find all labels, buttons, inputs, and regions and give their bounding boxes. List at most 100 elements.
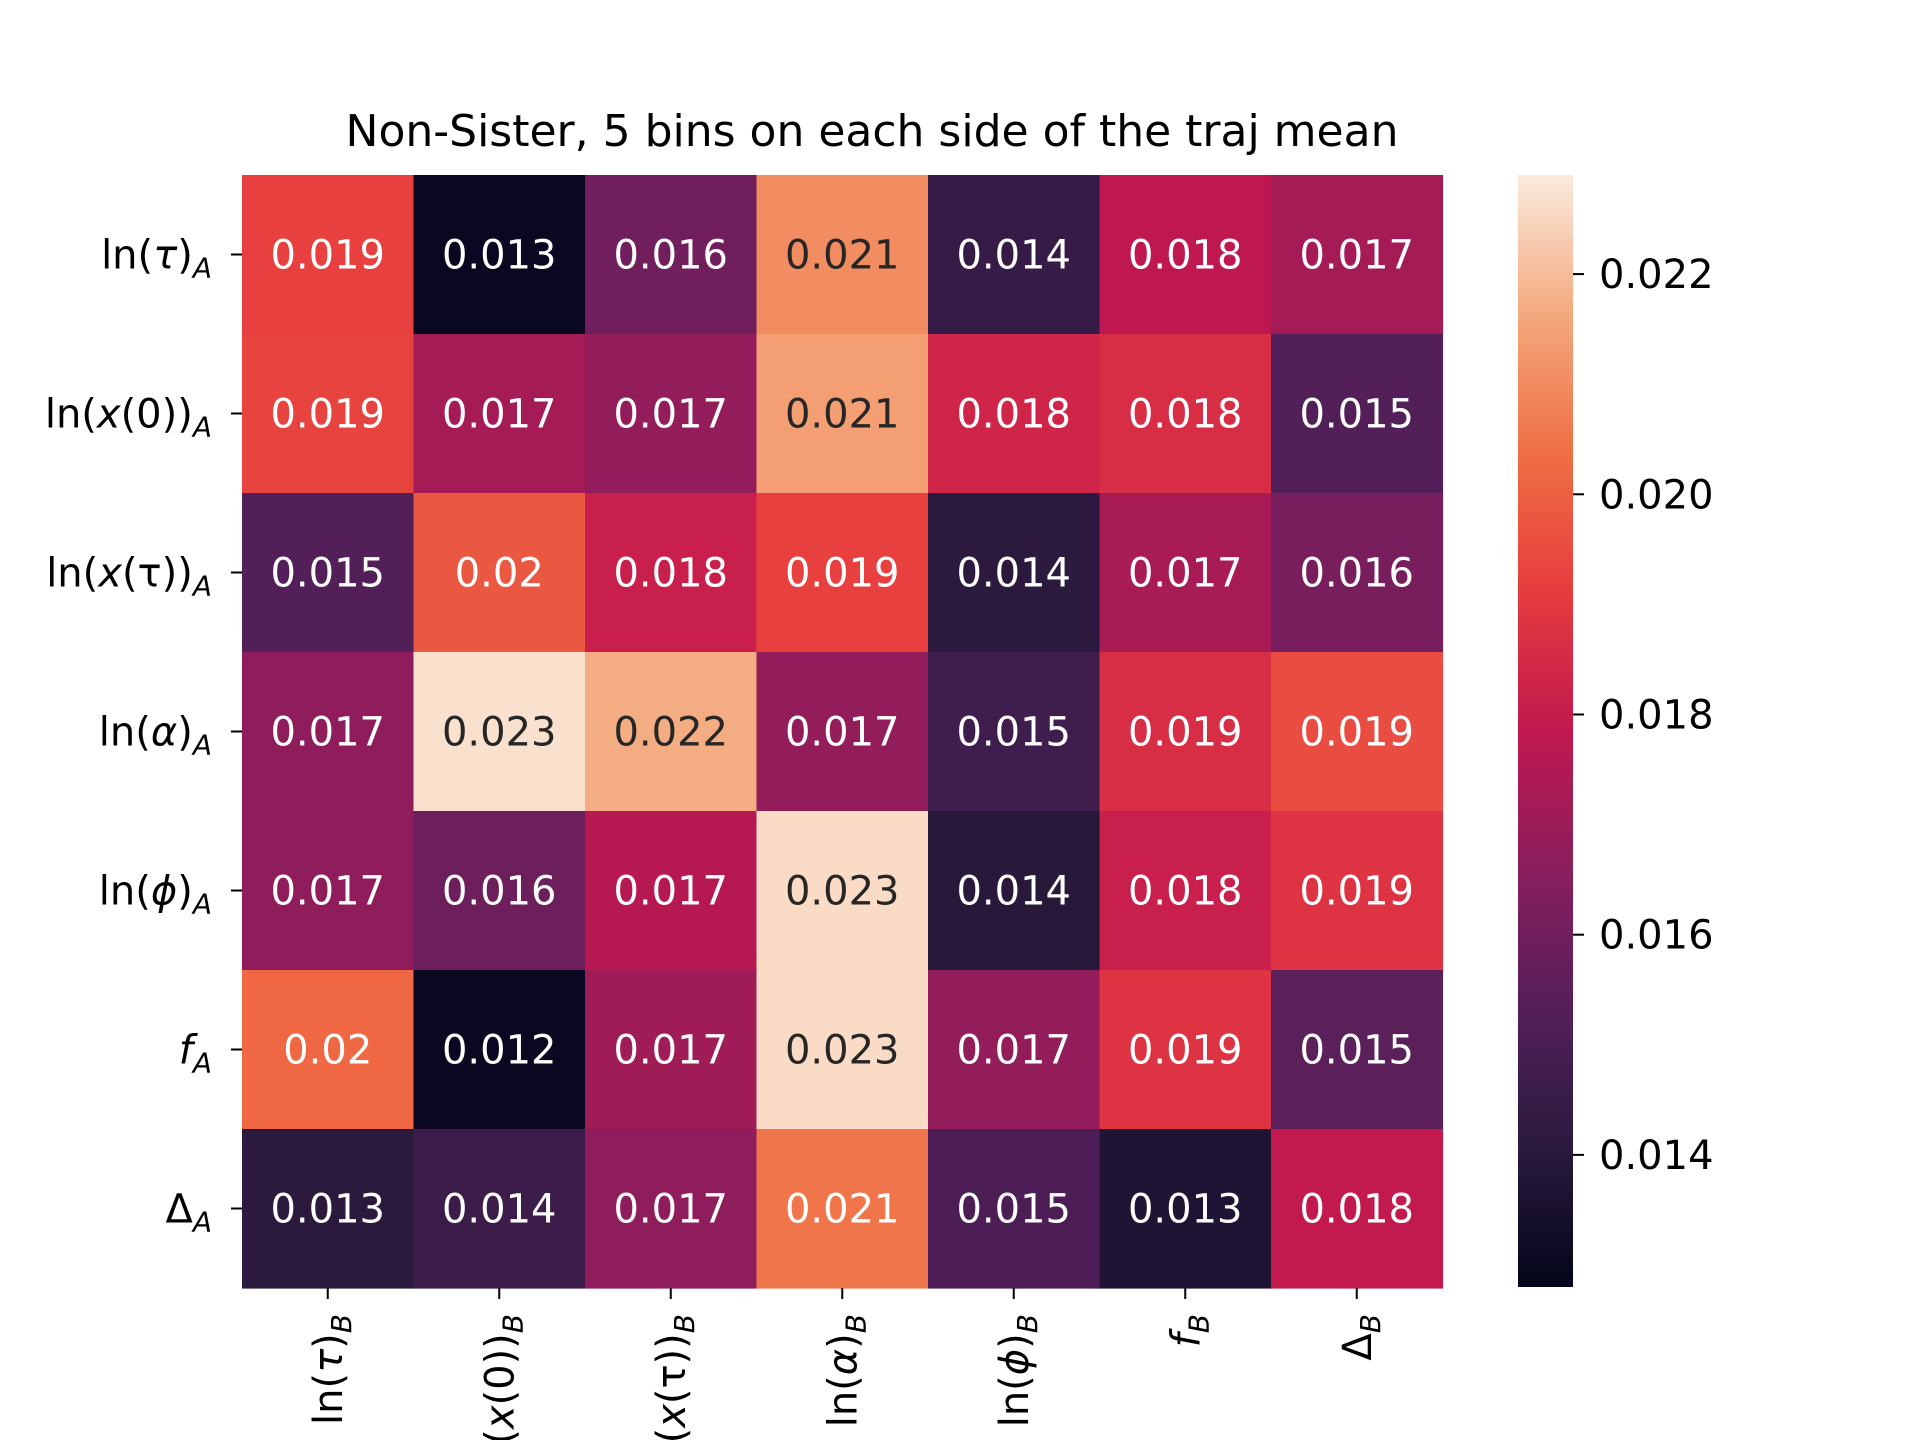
cell-value-label: 0.023 <box>442 710 557 756</box>
heatmap-cell <box>1271 811 1444 971</box>
cell-value-label: 0.016 <box>1299 551 1414 597</box>
y-tick-label: ln(α)A <box>99 710 212 762</box>
heatmap-cell <box>413 1129 586 1289</box>
cell-value-label: 0.023 <box>785 869 900 915</box>
cell-value-label: 0.018 <box>1128 392 1243 438</box>
x-tick-label: ln(ϕ)B <box>992 1314 1044 1427</box>
cell-value-label: 0.02 <box>283 1028 372 1074</box>
chart-title: Non-Sister, 5 bins on each side of the t… <box>346 106 1399 157</box>
cell-value-label: 0.017 <box>270 710 385 756</box>
cell-value-label: 0.015 <box>956 710 1071 756</box>
cell-value-label: 0.019 <box>1299 710 1414 756</box>
heatmap-cell <box>1099 493 1272 653</box>
heatmap-cell <box>585 175 758 335</box>
cell-value-label: 0.013 <box>442 233 557 279</box>
heatmap-cell <box>413 652 586 812</box>
cell-value-label: 0.015 <box>1299 1028 1414 1074</box>
cell-value-label: 0.012 <box>442 1028 557 1074</box>
heatmap-cell <box>585 1129 758 1289</box>
cell-value-label: 0.021 <box>785 392 900 438</box>
heatmap-cell <box>928 970 1101 1130</box>
x-tick-label: ln(τ)B <box>306 1314 358 1425</box>
cell-value-label: 0.017 <box>270 869 385 915</box>
heatmap-cell <box>413 334 586 494</box>
heatmap-cell <box>756 652 929 812</box>
heatmap-cell <box>413 970 586 1130</box>
cell-value-label: 0.018 <box>1128 869 1243 915</box>
cell-value-label: 0.017 <box>1299 233 1414 279</box>
heatmap-cells: 0.019 0.013 0.016 0.021 0.014 0.018 0.017 0.019… <box>242 175 1444 1289</box>
y-axis-ticks: ln(τ)A ln(x(0))A ln(x(τ))A ln(α)A ln(ϕ)A fA ΔA <box>45 233 242 1239</box>
heatmap-cell <box>756 1129 929 1289</box>
cell-value-label: 0.018 <box>1299 1187 1414 1233</box>
heatmap-cell <box>242 1129 415 1289</box>
cell-value-label: 0.019 <box>1128 710 1243 756</box>
cell-value-label: 0.018 <box>1128 233 1243 279</box>
heatmap-cell <box>585 493 758 653</box>
cell-value-label: 0.02 <box>455 551 544 597</box>
heatmap-cell <box>413 175 586 335</box>
colorbar-tick-label: 0.022 <box>1599 252 1714 298</box>
cell-value-label: 0.017 <box>1128 551 1243 597</box>
heatmap-cell <box>413 493 586 653</box>
cell-value-label: 0.019 <box>270 233 385 279</box>
colorbar: 0.014 0.016 0.018 0.020 0.022 <box>1518 175 1714 1287</box>
cell-value-label: 0.017 <box>785 710 900 756</box>
heatmap-cell <box>756 175 929 335</box>
x-tick-label: ln(x(τ))B <box>649 1314 701 1440</box>
heatmap-cell <box>928 811 1101 971</box>
cell-value-label: 0.013 <box>270 1187 385 1233</box>
heatmap-cell <box>1099 811 1272 971</box>
colorbar-tick-label: 0.016 <box>1599 913 1714 959</box>
cell-value-label: 0.019 <box>1299 869 1414 915</box>
heatmap-cell <box>1099 175 1272 335</box>
cell-value-label: 0.019 <box>785 551 900 597</box>
x-axis-ticks: ln(τ)B ln(x(0))B ln(x(τ))B ln(α)B ln(ϕ)B fB ΔB <box>306 1288 1387 1440</box>
heatmap-cell <box>1271 970 1444 1130</box>
heatmap-cell <box>756 334 929 494</box>
heatmap-cell <box>242 811 415 971</box>
heatmap-cell <box>242 970 415 1130</box>
cell-value-label: 0.023 <box>785 1028 900 1074</box>
cell-value-label: 0.018 <box>956 392 1071 438</box>
heatmap-cell <box>242 175 415 335</box>
colorbar-tick-label: 0.018 <box>1599 692 1714 738</box>
cell-value-label: 0.015 <box>270 551 385 597</box>
heatmap-cell <box>1099 334 1272 494</box>
cell-value-label: 0.017 <box>442 392 557 438</box>
cell-value-label: 0.014 <box>956 233 1071 279</box>
cell-value-label: 0.021 <box>785 1187 900 1233</box>
colorbar-tick-label: 0.020 <box>1599 472 1714 518</box>
cell-value-label: 0.019 <box>1128 1028 1243 1074</box>
cell-value-label: 0.014 <box>956 551 1071 597</box>
cell-value-label: 0.018 <box>613 551 728 597</box>
cell-value-label: 0.016 <box>613 233 728 279</box>
cell-value-label: 0.015 <box>956 1187 1071 1233</box>
heatmap-cell <box>1099 1129 1272 1289</box>
heatmap-cell <box>756 811 929 971</box>
heatmap-cell <box>928 175 1101 335</box>
cell-value-label: 0.022 <box>613 710 728 756</box>
y-tick-label: ln(ϕ)A <box>99 869 212 921</box>
cell-value-label: 0.016 <box>442 869 557 915</box>
x-tick-label: fB <box>1163 1314 1215 1347</box>
heatmap-cell <box>1271 493 1444 653</box>
cell-value-label: 0.013 <box>1128 1187 1243 1233</box>
heatmap-cell <box>413 811 586 971</box>
cell-value-label: 0.021 <box>785 233 900 279</box>
heatmap-cell <box>242 652 415 812</box>
heatmap-cell <box>928 334 1101 494</box>
heatmap-cell <box>756 493 929 653</box>
x-tick-label: ΔB <box>1335 1314 1387 1361</box>
heatmap-cell <box>928 1129 1101 1289</box>
y-tick-label: ln(x(0))A <box>45 392 212 444</box>
heatmap-cell <box>585 334 758 494</box>
cell-value-label: 0.017 <box>956 1028 1071 1074</box>
cell-value-label: 0.014 <box>956 869 1071 915</box>
y-tick-label: ΔA <box>165 1187 212 1239</box>
heatmap-cell <box>1271 175 1444 335</box>
heatmap-cell <box>1099 652 1272 812</box>
x-tick-label: ln(x(0))B <box>477 1314 529 1440</box>
cell-value-label: 0.014 <box>442 1187 557 1233</box>
